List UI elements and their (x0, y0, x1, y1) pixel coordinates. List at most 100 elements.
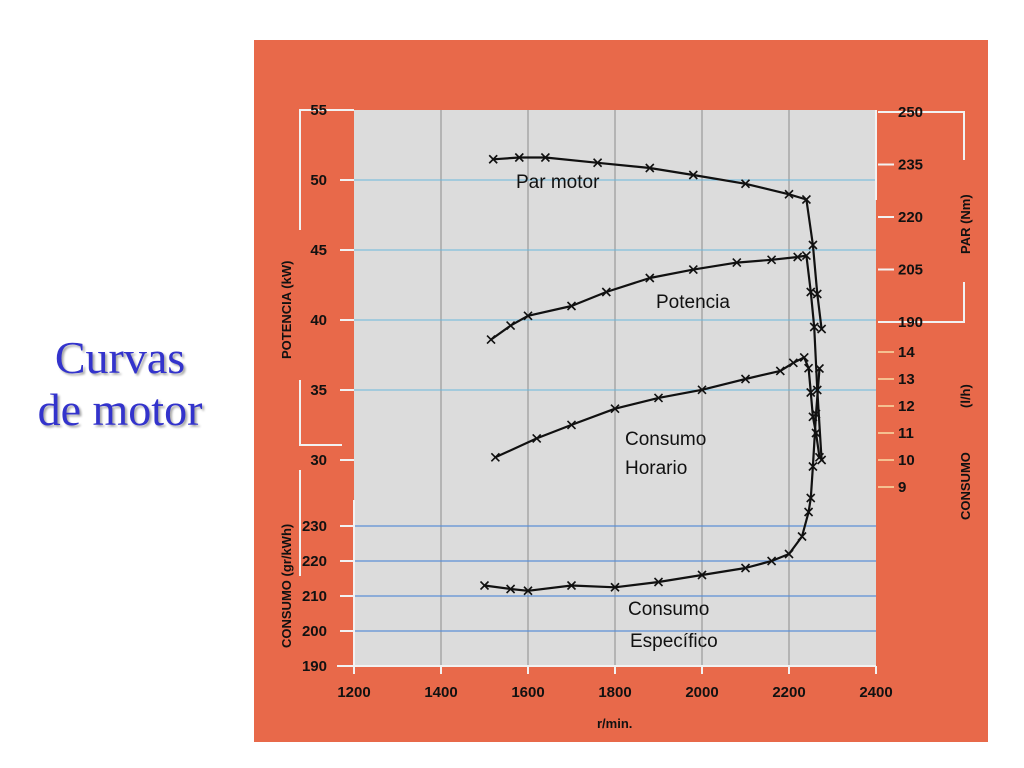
y-tick-label-consumo-horario: 13 (898, 371, 915, 388)
data-point-mark (801, 194, 811, 205)
data-point-mark (506, 584, 516, 594)
data-point-potencia (601, 287, 611, 297)
data-point-potencia (506, 321, 516, 331)
data-point-mark (486, 335, 496, 345)
annotation-consumo-horario-2: Horario (625, 458, 687, 479)
data-point-consumo-horario (804, 363, 814, 373)
x-tick-label: 1800 (598, 684, 631, 701)
data-point-mark (801, 251, 811, 261)
data-point-mark (740, 374, 751, 384)
data-point-consumo-espec-fico (523, 586, 533, 596)
axis-labels: r/min. POTENCIA (kW) CONSUMO (gr/kWh) PA… (279, 194, 973, 731)
data-point-potencia (793, 252, 803, 262)
y-tick-label-potencia: 30 (310, 452, 327, 469)
data-point-mark (767, 556, 777, 566)
data-point-potencia (645, 273, 655, 283)
y-axis-label-par: PAR (Nm) (958, 194, 973, 254)
data-point-mark (812, 289, 822, 299)
y-tick-label-consumo-horario: 10 (898, 452, 915, 469)
data-point-mark (767, 255, 777, 265)
data-point-mark (645, 273, 655, 283)
data-point-consumo-espec-fico (479, 580, 490, 591)
data-point-par-motor (645, 163, 655, 173)
annotation-consumo-horario-1: Consumo (625, 429, 706, 450)
data-point-mark (797, 531, 807, 542)
annotation-par-motor: Par motor (516, 172, 600, 193)
data-point-mark (809, 322, 819, 332)
data-point-consumo-horario (814, 452, 825, 462)
data-point-par-motor (514, 152, 524, 163)
data-point-par-motor (812, 289, 822, 299)
axes: 1200 1400 1600 1800 2000 2200 2400 30 35 40 45 50 55… (299, 102, 965, 701)
data-point-mark (808, 461, 818, 472)
data-point-mark (814, 363, 825, 374)
data-point-par-motor (808, 240, 818, 250)
chart-panel: 1200 1400 1600 1800 2000 2200 2400 30 35 40 45 50 55… (254, 40, 988, 742)
data-point-consumo-espec-fico (784, 549, 794, 559)
x-tick-label: 2200 (772, 684, 805, 701)
data-point-consumo-espec-fico (804, 507, 814, 517)
annotation-potencia: Potencia (656, 292, 730, 313)
data-point-mark (811, 409, 821, 419)
x-tick-label: 1600 (511, 684, 544, 701)
data-point-mark (488, 154, 498, 164)
x-tick-label: 1400 (424, 684, 457, 701)
y-axis-label-potencia: POTENCIA (kW) (279, 261, 294, 359)
y-axis-label-consumo: CONSUMO (958, 452, 973, 520)
data-point-consumo-horario (740, 374, 751, 384)
data-point-par-motor (688, 170, 698, 180)
y-tick-label-par: 220 (898, 209, 923, 226)
y-tick-label-consumo-horario: 11 (898, 425, 914, 442)
y-tick-label-consumo-horario: 14 (898, 344, 915, 361)
data-point-consumo-espec-fico (767, 556, 777, 566)
data-point-consumo-horario (697, 385, 707, 395)
bracket-par (888, 111, 965, 160)
data-point-potencia (523, 311, 533, 321)
data-point-par-motor (784, 189, 794, 199)
data-point-mark (697, 570, 707, 580)
data-point-par-motor (817, 324, 827, 334)
data-point-mark (566, 420, 577, 430)
data-point-mark (490, 452, 500, 462)
y-tick-label-consumo-horario: 12 (898, 398, 915, 415)
data-point-mark (688, 265, 698, 275)
data-point-consumo-horario (532, 433, 542, 443)
x-tick-label: 2400 (859, 684, 892, 701)
y-tick-label-consumo-especifico: 200 (302, 623, 327, 640)
data-point-consumo-espec-fico (806, 493, 816, 503)
data-point-consumo-espec-fico (610, 582, 620, 592)
data-point-mark (532, 433, 542, 443)
data-point-par-motor (593, 158, 603, 168)
curves (479, 152, 827, 596)
data-point-mark (523, 586, 533, 596)
data-point-consumo-horario (610, 404, 620, 414)
y-tick-label-potencia: 55 (310, 102, 327, 119)
data-point-mark (799, 352, 809, 362)
data-point-mark (808, 240, 818, 250)
data-point-potencia (806, 287, 816, 297)
data-point-mark (784, 549, 794, 559)
data-point-mark (688, 170, 698, 180)
data-point-consumo-horario (775, 366, 785, 376)
x-axis-label: r/min. (597, 716, 632, 731)
y-tick-label-consumo-horario: 9 (898, 479, 906, 496)
data-point-consumo-espec-fico (814, 363, 825, 374)
series-line-consumo-espec-fico (484, 368, 821, 592)
data-point-mark (804, 363, 814, 373)
data-point-mark (610, 582, 620, 592)
y-tick-label-par: 205 (898, 262, 923, 279)
data-point-mark (784, 189, 794, 199)
data-point-mark (806, 493, 816, 503)
data-point-mark (610, 404, 620, 414)
data-point-mark (806, 287, 816, 297)
y-tick-label-consumo-especifico: 220 (302, 553, 327, 570)
data-point-mark (806, 387, 816, 398)
bracket-potencia (299, 109, 342, 230)
data-point-consumo-horario (490, 452, 500, 462)
bracket-par (888, 282, 965, 323)
data-point-mark (653, 577, 664, 587)
data-point-mark (793, 252, 803, 262)
slide-title-line-2: de motor (37, 384, 203, 435)
data-point-mark (540, 152, 550, 163)
data-point-mark (740, 179, 751, 189)
